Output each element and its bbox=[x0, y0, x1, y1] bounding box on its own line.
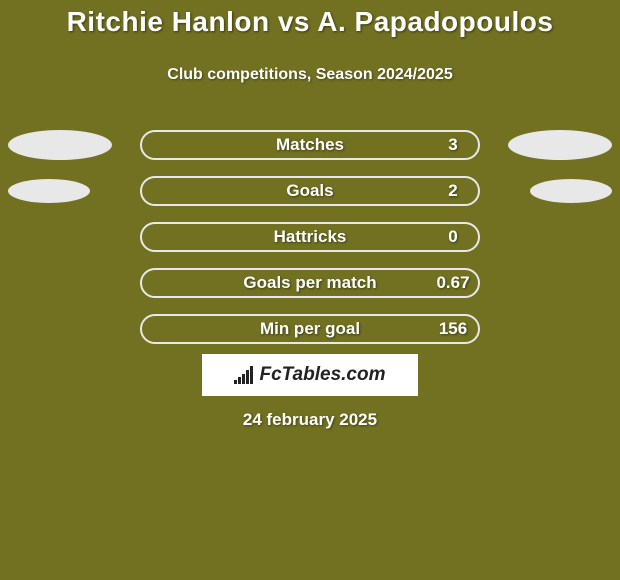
stat-label: Goals bbox=[192, 181, 428, 201]
stat-right-value: 0 bbox=[428, 227, 478, 247]
stat-right-value: 2 bbox=[428, 181, 478, 201]
stat-row: Hattricks0 bbox=[0, 214, 620, 260]
comparison-title: Ritchie Hanlon vs A. Papadopoulos bbox=[0, 0, 620, 38]
stats-container: Matches3Goals2Hattricks0Goals per match0… bbox=[0, 122, 620, 352]
stat-label: Matches bbox=[192, 135, 428, 155]
snapshot-date: 24 february 2025 bbox=[0, 410, 620, 430]
fctables-logo: FcTables.com bbox=[202, 354, 418, 396]
logo-bars-icon bbox=[234, 366, 253, 384]
stat-right-value: 0.67 bbox=[428, 273, 478, 293]
stat-label: Min per goal bbox=[192, 319, 428, 339]
logo-text: FcTables.com bbox=[259, 364, 385, 386]
left-player-ellipse bbox=[8, 179, 90, 203]
stat-right-value: 156 bbox=[428, 319, 478, 339]
stat-pill: Hattricks0 bbox=[140, 222, 480, 252]
stat-row: Matches3 bbox=[0, 122, 620, 168]
stat-row: Min per goal156 bbox=[0, 306, 620, 352]
stat-row: Goals2 bbox=[0, 168, 620, 214]
comparison-subtitle: Club competitions, Season 2024/2025 bbox=[0, 66, 620, 84]
stat-pill: Goals per match0.67 bbox=[140, 268, 480, 298]
stat-right-value: 3 bbox=[428, 135, 478, 155]
stat-row: Goals per match0.67 bbox=[0, 260, 620, 306]
stat-pill: Matches3 bbox=[140, 130, 480, 160]
stat-label: Goals per match bbox=[192, 273, 428, 293]
left-player-ellipse bbox=[8, 130, 112, 160]
stat-pill: Goals2 bbox=[140, 176, 480, 206]
right-player-ellipse bbox=[530, 179, 612, 203]
stat-pill: Min per goal156 bbox=[140, 314, 480, 344]
stat-label: Hattricks bbox=[192, 227, 428, 247]
right-player-ellipse bbox=[508, 130, 612, 160]
